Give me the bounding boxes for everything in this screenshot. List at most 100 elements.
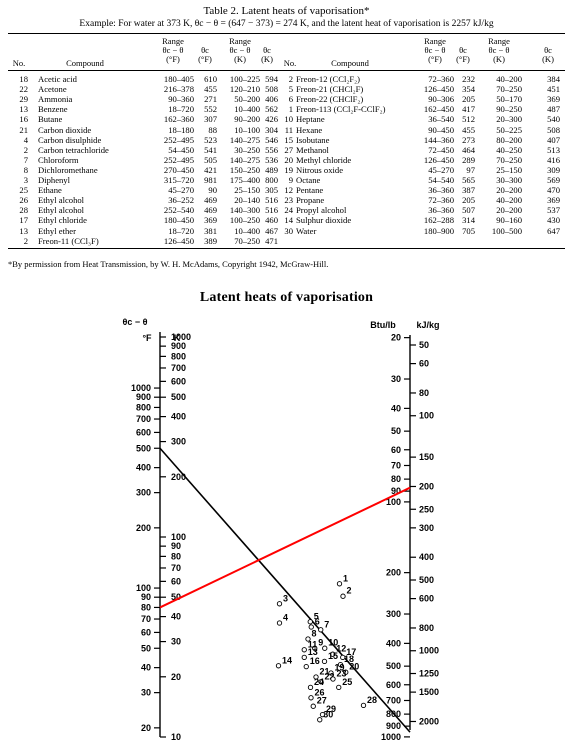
compound-point-label: 12	[336, 644, 346, 654]
table-cell: 18	[19, 74, 28, 84]
compound-point-label: 2	[347, 586, 352, 596]
table-row-right: 5 Freon-21 (CHCl₂F) 126–450 354 70–250 451	[8, 84, 565, 94]
table-row-left: 18 Acetic acid 180–405 610 100–225 594	[8, 74, 565, 84]
table-cell: 464	[462, 144, 475, 155]
table-cell: 45–270	[428, 164, 454, 175]
table-cell: 2	[23, 235, 28, 246]
table-cell: 460	[265, 215, 278, 226]
table-cell: 252–495	[163, 154, 194, 165]
table-bottom-rule	[8, 248, 565, 249]
right-tick-label-btu: 50	[391, 426, 401, 436]
table-cell: 354	[462, 84, 475, 95]
table-cell: 430	[547, 215, 560, 226]
table-cell: 4	[23, 134, 28, 145]
table-cell: 469	[204, 205, 217, 216]
compound-point-label: 22	[325, 671, 335, 681]
table-cell: 36–360	[428, 205, 454, 216]
table-cell: Carbon tetrachloride	[38, 144, 109, 155]
table-cell: 407	[547, 134, 560, 145]
table-cell: 72–360	[428, 195, 454, 206]
table-cell: 610	[204, 74, 217, 84]
table-cell: 3	[23, 175, 28, 185]
table-cell: 507	[462, 205, 475, 216]
table-cell: 90–360	[168, 94, 194, 105]
table-cell: 540	[547, 114, 560, 125]
right-tick-label-kj: 600	[419, 594, 434, 604]
compound-point-label: 25	[342, 677, 352, 687]
compound-point-marker	[308, 695, 314, 701]
table-cell: 29	[19, 94, 28, 105]
compound-point-marker	[322, 645, 328, 651]
compound-point-marker	[303, 663, 309, 670]
table-cell: 18–180	[168, 124, 194, 135]
right-tick-label-btu: 20	[391, 333, 401, 343]
table-cell: Freon-113 (CCl₂F-CClF₂)	[296, 104, 386, 115]
table-cell: 536	[265, 154, 278, 165]
table-cell: 12	[284, 185, 293, 196]
table-cell: Ammonia	[38, 94, 73, 105]
table-row-right: 20 Methyl chloride 126–450 289 70–250 416	[8, 155, 565, 165]
table-cell: 54–540	[428, 175, 454, 185]
table-cell: 10–400	[234, 225, 260, 236]
table-cell: 180–405	[163, 74, 194, 84]
right-tick-label-btu: 700	[386, 695, 401, 705]
table-cell: 144–360	[423, 134, 454, 145]
table-cell: 289	[462, 154, 475, 165]
table-cell: 50–200	[234, 94, 260, 105]
compound-point-label: 8	[312, 629, 317, 639]
compound-point-marker	[307, 619, 313, 625]
table-cell: 252–540	[163, 205, 194, 216]
compound-point-marker	[340, 593, 346, 599]
table-row-left: 28 Ethyl alcohol 252–540 469 140–300 516	[8, 205, 565, 215]
table-row-right: 30 Water 180–900 705 100–500 647	[8, 226, 565, 236]
table-cell: 315–720	[163, 175, 194, 185]
table-cell: 26	[19, 195, 28, 206]
compound-point-label: 17	[346, 647, 356, 657]
compound-point-marker	[312, 645, 318, 651]
compound-point-marker	[330, 651, 336, 657]
compound-point-marker	[310, 703, 316, 709]
compound-point-marker	[330, 676, 336, 682]
table-cell: 18–720	[168, 225, 194, 236]
table-cell: Chloroform	[38, 154, 79, 165]
table-row-right: 6 Freon-22 (CHClF₂) 90–306 205 50–170 369	[8, 94, 565, 104]
table-cell: 90–450	[428, 124, 454, 135]
right-tick-label-kj: 400	[419, 552, 434, 562]
table-row-right: 19 Nitrous oxide 45–270 97 25–150 309	[8, 165, 565, 175]
table-cell: 389	[204, 235, 217, 246]
left-tick-label-f: 20	[141, 723, 151, 733]
table-cell: Freon-21 (CHCl₂F)	[296, 84, 364, 95]
compound-point-label: 6	[315, 617, 320, 627]
hdr-no-left: No.	[12, 58, 26, 68]
compound-point-label: 20	[349, 662, 359, 672]
compound-point-marker	[313, 674, 319, 680]
table-cell: 451	[547, 84, 560, 95]
left-tick-label-f: 300	[136, 488, 151, 498]
right-tick-label-kj: 2000	[419, 716, 439, 726]
table-footnote: *By permission from Heat Transmission, b…	[8, 259, 329, 269]
hdr-no-right: No.	[283, 58, 297, 68]
left-tick-label-k: 400	[171, 412, 186, 422]
table-cell: 205	[462, 94, 475, 105]
table-title: Table 2. Latent heats of vaporisation*	[203, 5, 370, 17]
table-cell: 273	[462, 134, 475, 145]
table-cell: 11	[284, 124, 293, 135]
table-cell: 516	[265, 195, 278, 206]
table-cell: Benzene	[38, 104, 68, 115]
compound-point-marker	[276, 601, 283, 607]
table-cell: 140–275	[229, 154, 260, 165]
left-tick-label-f: 90	[141, 592, 151, 602]
table-cell: 516	[265, 205, 278, 216]
right-tick-label-btu: 600	[386, 680, 401, 690]
left-tick-label-k: 10	[171, 732, 181, 742]
left-tick-label-f: 70	[141, 614, 151, 624]
table-cell: 541	[204, 144, 217, 155]
table-cell: 140–275	[229, 134, 260, 145]
table-cell: 384	[547, 74, 560, 84]
table-cell: 20–140	[234, 195, 260, 206]
right-tick-label-btu: 90	[391, 486, 401, 496]
right-tick-label-btu: 1000	[381, 732, 401, 742]
compound-point-marker	[307, 684, 314, 691]
table-cell: Ethyl alcohol	[38, 195, 85, 206]
compound-point-marker	[343, 669, 349, 675]
